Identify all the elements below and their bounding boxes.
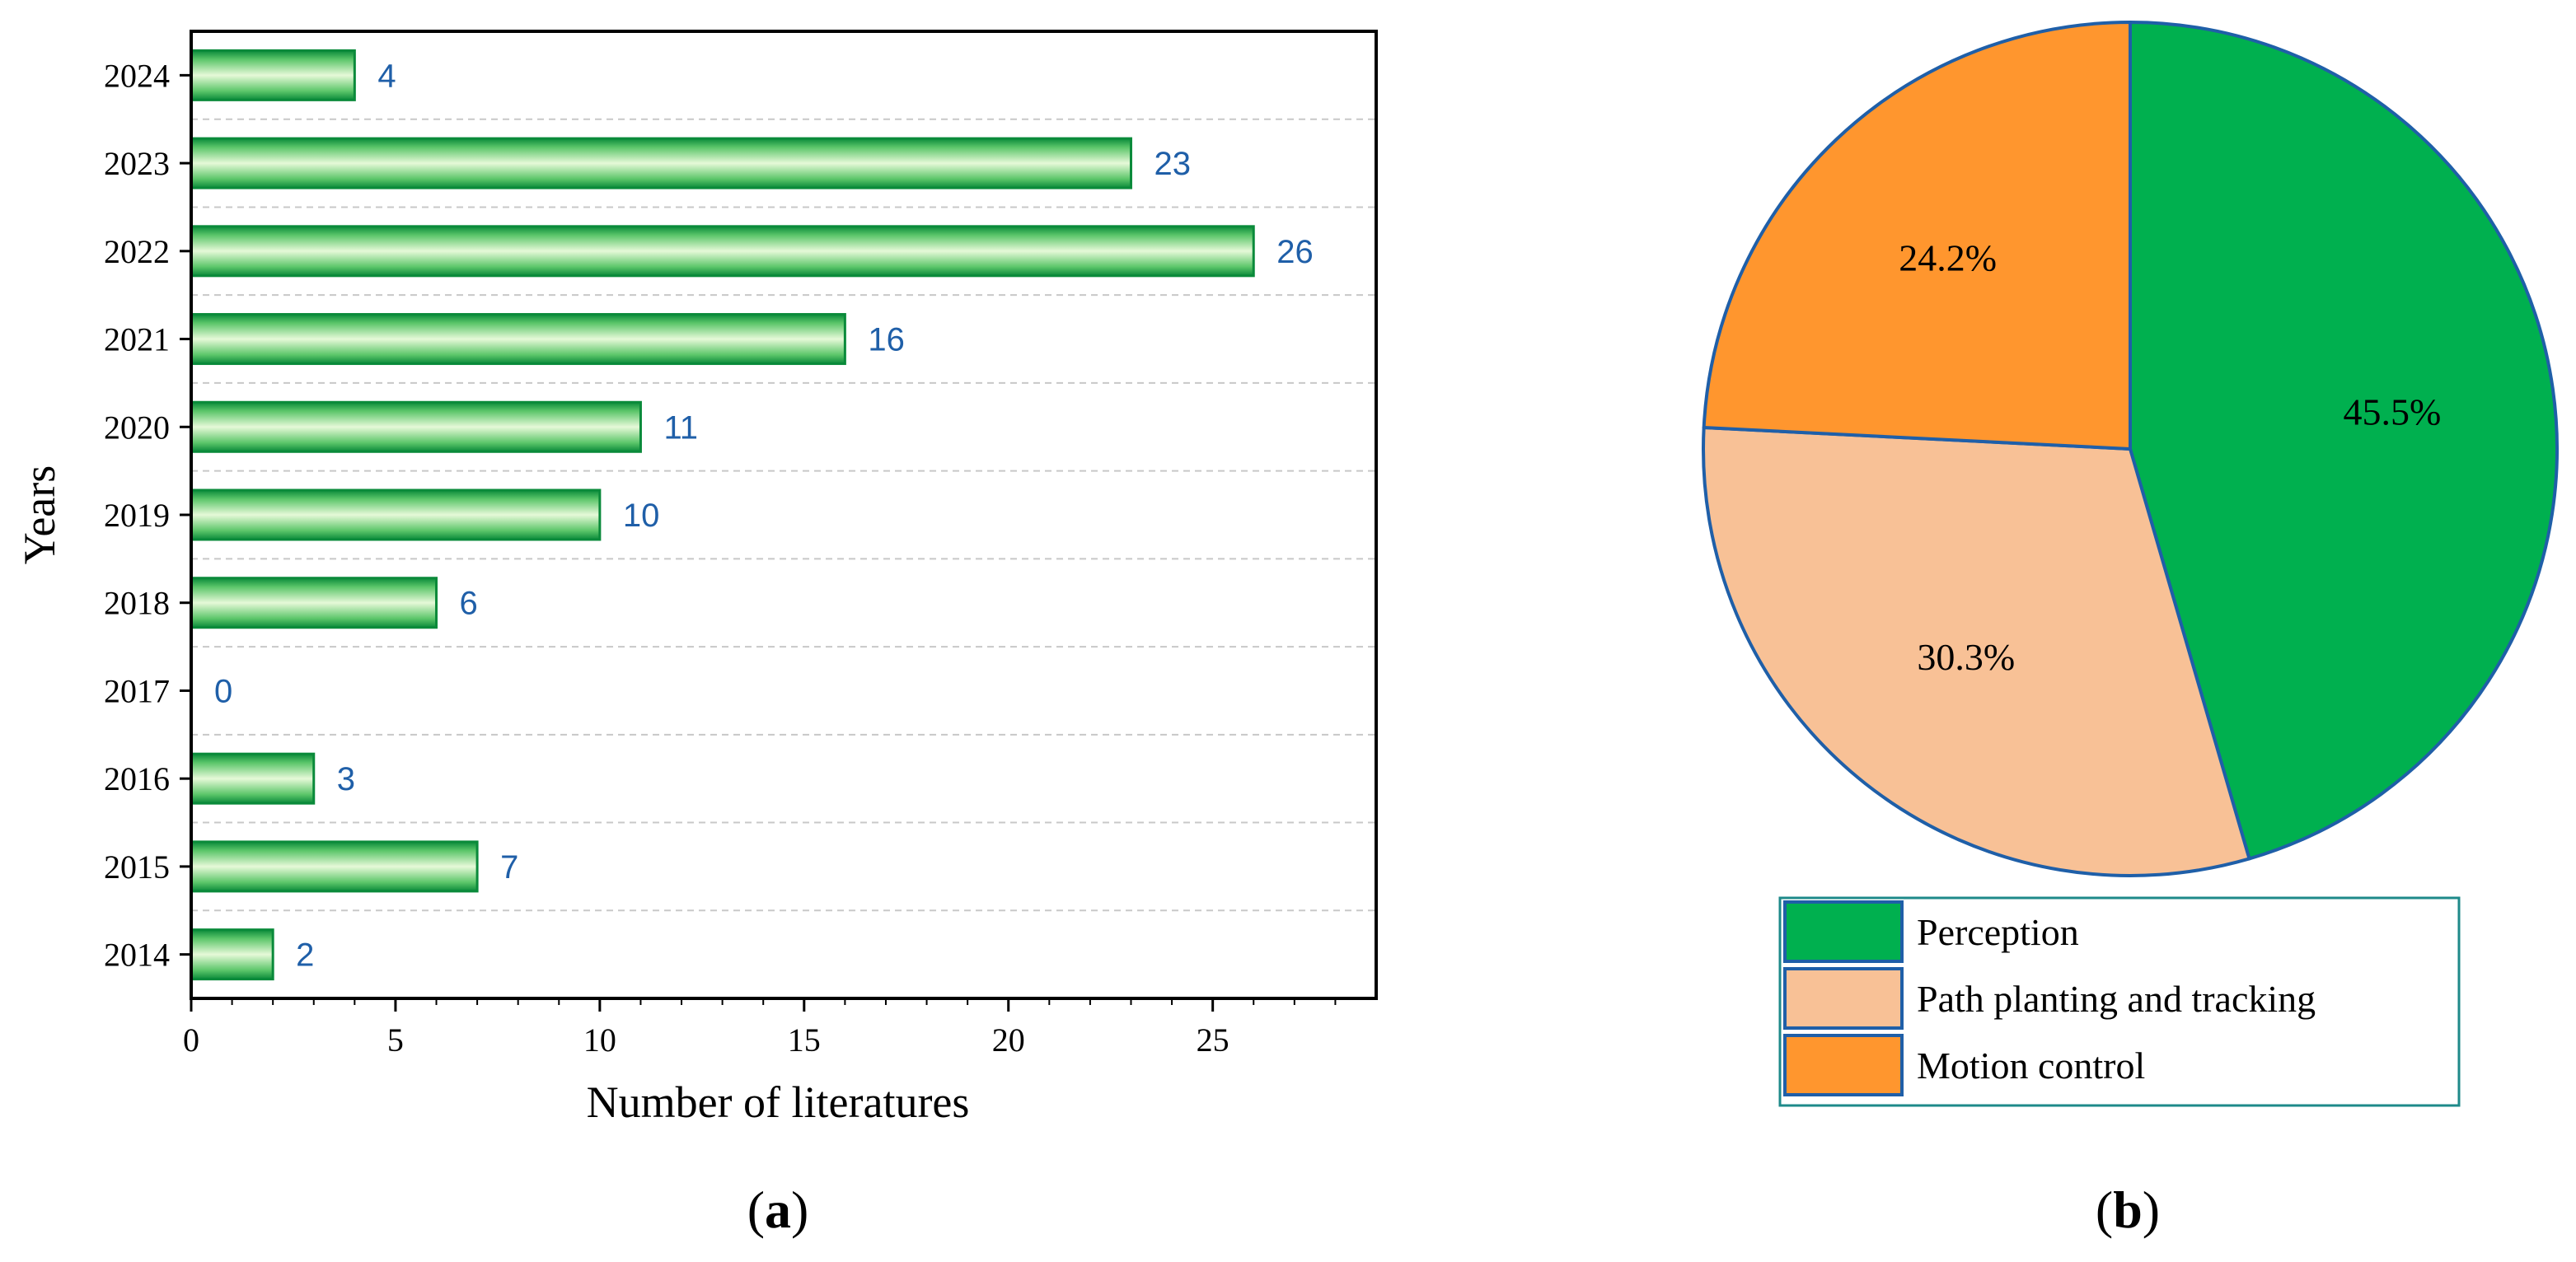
bar-y-tick-label: 2019 bbox=[104, 497, 170, 534]
pie-slices bbox=[1702, 21, 2559, 877]
legend-swatch bbox=[1783, 1034, 1904, 1096]
pie-legend: Perception Path planting and tracking Moti… bbox=[1778, 896, 2461, 1107]
pie-value-label: 30.3% bbox=[1917, 636, 2015, 678]
pie-value-label: 45.5% bbox=[2344, 391, 2442, 433]
bar-x-tick-label: 25 bbox=[1197, 1021, 1229, 1059]
bar-2018 bbox=[190, 577, 438, 629]
legend-label: Perception bbox=[1917, 911, 2079, 953]
caption-b-letter: b bbox=[2113, 1180, 2143, 1239]
bar-2016 bbox=[190, 752, 316, 805]
bar-y-tick-label: 2014 bbox=[104, 937, 170, 974]
bar-y-tick-label: 2022 bbox=[104, 233, 170, 270]
bar-x-tick-label: 10 bbox=[583, 1021, 616, 1059]
bar-2014 bbox=[190, 928, 274, 981]
legend-item: Path planting and tracking bbox=[1783, 967, 2316, 1030]
bar-2023 bbox=[190, 137, 1132, 189]
bar-value-label: 23 bbox=[1154, 146, 1191, 182]
pie-slice-path-planting-and-tracking bbox=[1702, 425, 2251, 877]
bar-gridlines bbox=[191, 118, 1376, 912]
bar-y-tick-label: 2023 bbox=[104, 145, 170, 182]
bar-y-tick-label: 2016 bbox=[104, 760, 170, 797]
bar-series bbox=[190, 49, 1255, 981]
bar-x-axis: 0 5 10 15 20 25 bbox=[183, 998, 1337, 1059]
bar-y-tick-label: 2020 bbox=[104, 409, 170, 446]
bar-y-tick-label: 2017 bbox=[104, 672, 170, 709]
bar-value-label: 10 bbox=[623, 498, 660, 534]
bar-value-label: 2 bbox=[296, 937, 314, 974]
bar-y-tick-label: 2015 bbox=[104, 848, 170, 886]
bar-value-label: 3 bbox=[337, 761, 355, 797]
bar-2021 bbox=[190, 313, 846, 366]
legend-swatch bbox=[1783, 900, 1904, 963]
legend-swatch bbox=[1783, 967, 1904, 1030]
bar-value-label: 0 bbox=[214, 673, 232, 709]
bar-value-label: 26 bbox=[1276, 234, 1314, 270]
bar-2022 bbox=[190, 225, 1255, 278]
bar-y-tick-label: 2018 bbox=[104, 585, 170, 622]
legend-item: Motion control bbox=[1783, 1034, 2145, 1096]
legend-label: Motion control bbox=[1917, 1045, 2145, 1087]
bar-y-tick-label: 2021 bbox=[104, 321, 170, 358]
bar-x-tick-label: 20 bbox=[992, 1021, 1025, 1059]
bar-y-axis: 2014 2015 2016 2017 2018 2019 2020 2021 2022 2023… bbox=[104, 57, 191, 974]
legend-label: Path planting and tracking bbox=[1917, 978, 2316, 1020]
bar-2020 bbox=[190, 400, 642, 453]
pie-value-labels: 45.5% 30.3% 24.2% bbox=[1899, 236, 2441, 678]
bar-value-label: 7 bbox=[500, 849, 518, 886]
bar-2019 bbox=[190, 488, 602, 541]
bar-y-axis-label: Years bbox=[15, 465, 64, 565]
pie-chart: 45.5% 30.3% 24.2% Perception Path planting … bbox=[1702, 21, 2559, 1239]
legend-item: Perception bbox=[1783, 900, 2079, 963]
pie-slice-perception bbox=[2129, 21, 2559, 861]
caption-a-letter: a bbox=[765, 1180, 791, 1239]
bar-value-label: 16 bbox=[868, 322, 905, 358]
bar-value-label: 6 bbox=[460, 586, 478, 622]
caption-a: (a) bbox=[747, 1180, 809, 1239]
pie-slice-motion-control bbox=[1702, 21, 2132, 451]
bar-2024 bbox=[190, 49, 356, 101]
bar-x-tick-label: 0 bbox=[183, 1021, 199, 1059]
bar-value-label: 11 bbox=[663, 409, 698, 446]
bar-y-tick-label: 2024 bbox=[104, 57, 170, 94]
bar-x-axis-label: Number of literatures bbox=[587, 1077, 970, 1127]
pie-value-label: 24.2% bbox=[1899, 236, 1997, 278]
bar-value-labels: 2 7 3 0 6 10 11 16 26 23 4 bbox=[214, 58, 1314, 973]
bar-x-tick-label: 15 bbox=[788, 1021, 821, 1059]
bar-value-label: 4 bbox=[377, 58, 396, 94]
caption-b: (b) bbox=[2096, 1180, 2160, 1239]
bar-2015 bbox=[190, 840, 479, 893]
bar-x-tick-label: 5 bbox=[387, 1021, 404, 1059]
